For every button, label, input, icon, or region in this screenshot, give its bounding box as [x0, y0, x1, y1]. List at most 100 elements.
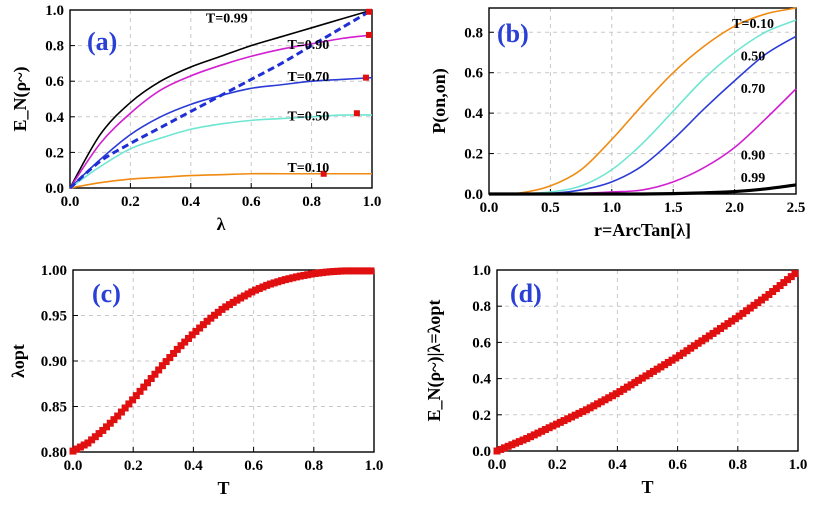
x-axis-label: r=ArcTan[λ]: [594, 220, 691, 240]
x-axis-label: T: [641, 477, 653, 497]
x-tick-label: 0.0: [488, 457, 507, 473]
data-point: [657, 363, 665, 371]
data-point: [515, 438, 523, 446]
data-point: [608, 392, 616, 400]
data-point: [103, 423, 111, 431]
y-tick-label: 0.6: [45, 74, 64, 90]
data-point: [638, 374, 646, 382]
y-tick-label: 1.0: [472, 263, 491, 279]
y-tick-label: 0.6: [472, 335, 491, 351]
curve-label: T=0.10: [287, 161, 329, 176]
data-point: [95, 430, 103, 438]
y-tick-label: 1.0: [45, 3, 64, 19]
data-point: [519, 436, 527, 444]
data-point: [627, 381, 635, 389]
data-point: [203, 317, 211, 325]
data-point: [337, 267, 345, 275]
data-point: [690, 342, 698, 350]
y-tick-label: 0.2: [472, 408, 491, 424]
data-point: [106, 419, 114, 427]
panel-a: 0.0 0.2 0.4 0.6 0.8 1.0 0.0 0.2 0.4 0.6 0.8 1.0 T=0.…: [10, 3, 381, 234]
data-point: [129, 396, 137, 404]
data-point: [668, 356, 676, 364]
series-line-0-99: [488, 183, 797, 196]
data-point: [620, 385, 628, 393]
x-tick-label: 1.5: [664, 200, 683, 216]
y-axis-label: E_N(ρ~)|λ=λopt: [424, 300, 445, 422]
y-tick-label: 0.0: [45, 181, 64, 197]
data-point: [508, 441, 516, 449]
data-point: [676, 352, 684, 360]
data-point: [579, 408, 587, 416]
data-point: [162, 358, 170, 366]
data-point: [121, 404, 129, 412]
data-point: [560, 417, 568, 425]
data-point: [274, 278, 282, 286]
panel-label: (c): [92, 279, 121, 308]
x-tick-label: 0.4: [181, 194, 200, 210]
plot-frame: [496, 269, 799, 452]
data-point: [493, 447, 501, 455]
y-tick-label: 0.2: [45, 145, 64, 161]
x-tick-label: 0.0: [480, 200, 499, 216]
data-point: [720, 322, 728, 330]
curve-label: 0.50: [741, 50, 766, 65]
data-point: [649, 367, 657, 375]
data-point: [791, 270, 799, 278]
panel-label: (d): [510, 279, 542, 308]
y-tick-label: 1.00: [41, 263, 67, 279]
data-point: [642, 372, 650, 380]
data-point: [292, 273, 300, 281]
x-tick-label: 0.6: [242, 194, 261, 210]
data-point: [125, 400, 133, 408]
data-point: [222, 303, 230, 311]
data-point: [285, 275, 293, 283]
data-point: [679, 349, 687, 357]
data-point: [233, 296, 241, 304]
data-point: [623, 383, 631, 391]
data-point: [582, 406, 590, 414]
series-line-dashed: [69, 8, 373, 190]
data-point: [743, 307, 751, 315]
data-point: [735, 312, 743, 320]
data-point: [84, 439, 92, 447]
data-point: [218, 305, 226, 313]
data-point: [252, 286, 260, 294]
data-point: [166, 354, 174, 362]
data-point: [248, 288, 256, 296]
data-point: [527, 433, 535, 441]
y-axis-label: P(on,on): [429, 68, 450, 134]
data-point: [698, 337, 706, 345]
data-point: [117, 408, 125, 416]
series-line-t-0-90: [69, 34, 373, 189]
data-point: [646, 370, 654, 378]
y-tick-label: 0.90: [41, 354, 67, 370]
data-point: [184, 334, 192, 342]
data-point: [211, 311, 219, 319]
data-point: [170, 349, 178, 357]
data-point: [724, 320, 732, 328]
data-point: [307, 270, 315, 278]
series-line-t-0-10: [488, 7, 797, 195]
data-point: [653, 365, 661, 373]
data-point: [147, 375, 155, 383]
data-point: [132, 392, 140, 400]
data-point: [225, 301, 233, 309]
curve-label: 0.99: [741, 171, 766, 186]
panel-d: 0.0 0.2 0.4 0.6 0.8 1.0 0.0 0.2 0.4 0.6 0.8 1.0 (d) T…: [424, 263, 807, 497]
y-tick-label: 0.8: [45, 39, 64, 55]
x-axis-label: T: [217, 478, 229, 498]
data-point: [76, 443, 84, 451]
data-point: [240, 292, 248, 300]
data-point: [263, 281, 271, 289]
data-point: [363, 267, 371, 275]
data-point: [207, 314, 215, 322]
data-point: [750, 301, 758, 309]
data-point: [728, 317, 736, 325]
data-point: [694, 339, 702, 347]
data-point: [199, 321, 207, 329]
data-point: [143, 379, 151, 387]
data-marker: [365, 8, 372, 15]
y-tick-label: 0.4: [472, 372, 491, 388]
data-point: [99, 426, 107, 434]
